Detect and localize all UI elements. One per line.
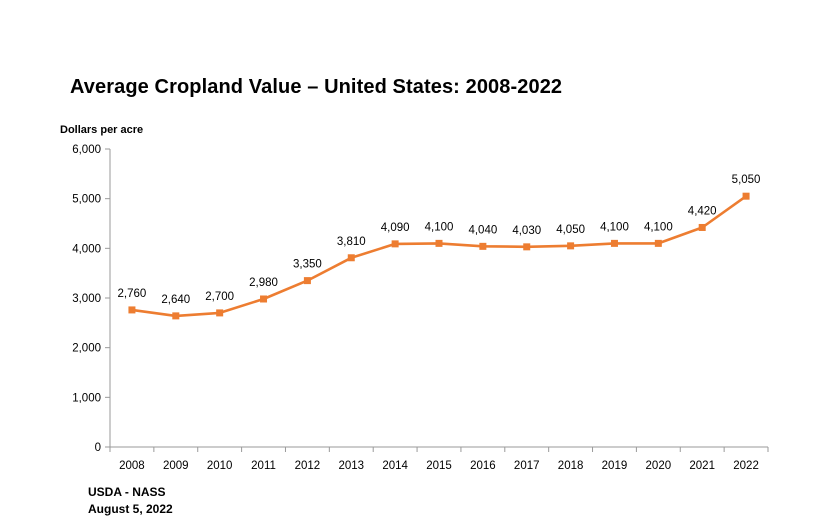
y-tick-label: 4,000: [72, 243, 101, 255]
x-tick-label: 2015: [426, 460, 452, 472]
data-label: 2,980: [249, 277, 278, 289]
data-point-marker: [610, 239, 618, 247]
data-labels: 2,760 2,640 2,700 2,980 3,350 3,810 4,090 4,100…: [118, 174, 761, 306]
data-label: 4,040: [468, 224, 497, 236]
x-tick-label: 2014: [382, 460, 408, 472]
x-tick-label: 2022: [733, 460, 759, 472]
data-label: 4,050: [556, 224, 585, 236]
x-tick-label: 2009: [163, 460, 189, 472]
x-tick-label: 2018: [558, 460, 584, 472]
x-tick-label: 2010: [207, 460, 233, 472]
chart-title: Average Cropland Value – United States: …: [70, 76, 563, 98]
source-note: USDA - NASS August 5, 2022: [88, 484, 173, 518]
data-point-marker: [523, 243, 531, 251]
x-tick-label: 2017: [514, 460, 540, 472]
data-label: 2,640: [161, 294, 190, 306]
data-label: 2,760: [118, 288, 147, 300]
data-point-marker: [435, 239, 443, 247]
data-label: 4,100: [425, 221, 454, 233]
data-label: 4,420: [688, 205, 717, 217]
x-axis-ticks: 2008 2009 2010 2011 2012 2013 2014 2015 2016 2017…: [109, 447, 769, 472]
data-point-marker: [391, 240, 399, 248]
series-cropland-value: [128, 192, 750, 320]
data-label: 2,700: [205, 291, 234, 303]
y-tick-label: 3,000: [72, 293, 101, 305]
data-label: 3,810: [337, 236, 366, 248]
data-point-marker: [260, 295, 268, 303]
data-label: 4,030: [512, 225, 541, 237]
data-label: 4,090: [381, 222, 410, 234]
data-point-marker: [654, 239, 662, 247]
x-tick-label: 2019: [602, 460, 628, 472]
y-tick-label: 1,000: [72, 392, 101, 404]
y-tick-label: 0: [95, 442, 101, 454]
data-point-marker: [698, 223, 706, 231]
y-axis-label: Dollars per acre: [60, 124, 144, 136]
data-label: 3,350: [293, 259, 322, 271]
data-label: 4,100: [600, 221, 629, 233]
data-label: 5,050: [732, 174, 761, 186]
data-point-marker: [128, 306, 136, 314]
data-point-marker: [303, 277, 311, 285]
data-point-marker: [742, 192, 750, 200]
x-tick-label: 2020: [646, 460, 672, 472]
data-point-marker: [347, 254, 355, 262]
source-agency: USDA - NASS: [88, 485, 166, 499]
x-tick-label: 2011: [251, 460, 276, 472]
data-point-marker: [216, 309, 224, 317]
x-tick-label: 2013: [338, 460, 364, 472]
data-point-marker: [172, 312, 180, 320]
x-tick-label: 2012: [295, 460, 321, 472]
source-date: August 5, 2022: [88, 502, 173, 516]
y-tick-label: 6,000: [72, 144, 101, 156]
y-tick-label: 5,000: [72, 194, 101, 206]
data-point-marker: [479, 242, 487, 250]
x-tick-label: 2016: [470, 460, 496, 472]
y-tick-label: 2,000: [72, 343, 101, 355]
data-label: 4,100: [644, 221, 673, 233]
data-point-marker: [567, 242, 575, 250]
y-axis-ticks: 0 1,000 2,000 3,000 4,000 5,000 6,000: [72, 144, 110, 454]
x-tick-label: 2008: [119, 460, 145, 472]
x-tick-label: 2021: [689, 460, 715, 472]
